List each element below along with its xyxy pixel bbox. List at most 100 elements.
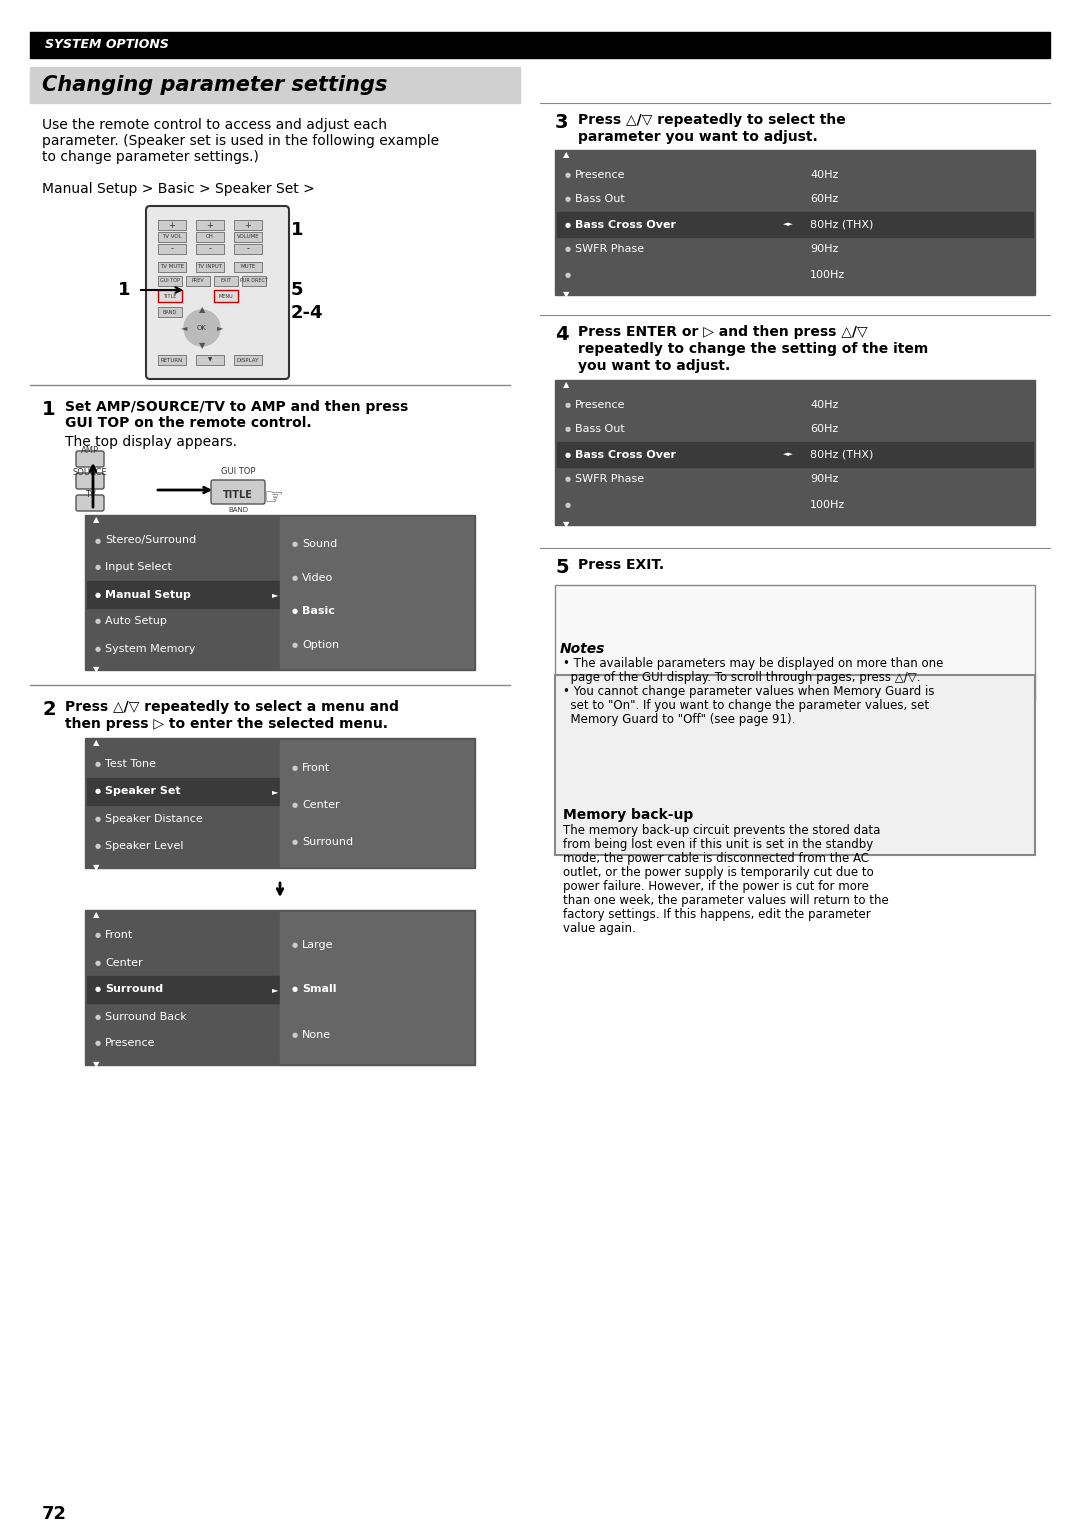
Text: Speaker Distance: Speaker Distance bbox=[105, 813, 203, 824]
Bar bbox=[280, 517, 473, 668]
Text: MENU: MENU bbox=[218, 293, 233, 299]
Text: parameter. (Speaker set is used in the following example: parameter. (Speaker set is used in the f… bbox=[42, 134, 440, 148]
Text: +: + bbox=[244, 220, 252, 229]
Text: SOURCE: SOURCE bbox=[72, 468, 107, 478]
Text: GUI TOP: GUI TOP bbox=[160, 279, 180, 284]
Text: ◄: ◄ bbox=[180, 324, 187, 333]
Text: ●: ● bbox=[95, 645, 102, 652]
Text: TITLE: TITLE bbox=[163, 293, 177, 299]
Text: Notes: Notes bbox=[561, 642, 606, 656]
Text: Front: Front bbox=[302, 763, 330, 774]
Text: ●: ● bbox=[565, 171, 571, 177]
Text: 1: 1 bbox=[42, 400, 56, 420]
Text: value again.: value again. bbox=[563, 922, 636, 935]
Text: ●: ● bbox=[95, 761, 102, 766]
Text: -: - bbox=[246, 244, 249, 253]
Text: BAND: BAND bbox=[163, 310, 177, 314]
Bar bbox=[195, 262, 224, 272]
Text: Bass Out: Bass Out bbox=[575, 194, 624, 204]
Text: Press ENTER or ▷ and then press △/▽: Press ENTER or ▷ and then press △/▽ bbox=[578, 325, 867, 339]
Text: 1: 1 bbox=[291, 221, 303, 240]
Text: -: - bbox=[208, 244, 212, 253]
Text: ●: ● bbox=[565, 197, 571, 203]
Text: ▼: ▼ bbox=[199, 342, 205, 351]
Bar bbox=[158, 307, 183, 317]
Bar bbox=[234, 244, 262, 253]
Text: 40Hz: 40Hz bbox=[810, 400, 838, 409]
Bar bbox=[87, 581, 473, 607]
Text: TV: TV bbox=[84, 490, 95, 499]
Text: The memory back-up circuit prevents the stored data: The memory back-up circuit prevents the … bbox=[563, 824, 880, 836]
Bar bbox=[158, 262, 186, 272]
Text: -: - bbox=[171, 244, 174, 253]
Text: ☞: ☞ bbox=[264, 488, 283, 508]
Text: None: None bbox=[302, 1030, 332, 1039]
Text: ●: ● bbox=[95, 565, 102, 571]
Bar bbox=[85, 514, 475, 670]
Text: Presence: Presence bbox=[575, 169, 625, 180]
Text: ●: ● bbox=[95, 592, 102, 598]
Text: 90Hz: 90Hz bbox=[810, 475, 838, 484]
Text: outlet, or the power supply is temporarily cut due to: outlet, or the power supply is temporari… bbox=[563, 865, 874, 879]
Text: If you want to continue adjusting parameter settings, press: If you want to continue adjusting parame… bbox=[572, 592, 924, 604]
Text: DISPLAY: DISPLAY bbox=[237, 357, 259, 363]
Bar bbox=[195, 232, 224, 243]
Text: you want to adjust.: you want to adjust. bbox=[578, 359, 730, 372]
Text: Bass Cross Over: Bass Cross Over bbox=[575, 450, 676, 459]
Bar bbox=[234, 232, 262, 243]
Text: 100Hz: 100Hz bbox=[810, 499, 846, 510]
Text: ●: ● bbox=[95, 618, 102, 624]
Text: ●: ● bbox=[292, 575, 298, 580]
Text: set to "On". If you want to change the parameter values, set: set to "On". If you want to change the p… bbox=[563, 699, 929, 713]
Text: 5: 5 bbox=[555, 559, 569, 577]
Text: Input Select: Input Select bbox=[105, 563, 172, 572]
Text: MUTE: MUTE bbox=[241, 264, 256, 270]
Text: EXIT: EXIT bbox=[220, 279, 231, 284]
Text: Presence: Presence bbox=[105, 1039, 156, 1048]
Bar bbox=[234, 220, 262, 230]
Text: ►: ► bbox=[217, 324, 224, 333]
Text: • You cannot change parameter values when Memory Guard is: • You cannot change parameter values whe… bbox=[563, 685, 934, 697]
Text: ●: ● bbox=[565, 452, 571, 458]
Text: than one week, the parameter values will return to the: than one week, the parameter values will… bbox=[563, 894, 889, 906]
Text: Surround: Surround bbox=[302, 836, 353, 847]
Bar bbox=[186, 276, 210, 285]
Bar bbox=[158, 276, 183, 285]
Bar bbox=[214, 276, 238, 285]
Text: ●: ● bbox=[565, 401, 571, 407]
Bar bbox=[214, 290, 238, 302]
Text: ●: ● bbox=[565, 272, 571, 278]
Text: ●: ● bbox=[95, 986, 102, 992]
Text: ◄►: ◄► bbox=[783, 221, 794, 227]
Text: 4: 4 bbox=[555, 325, 569, 343]
Text: ▲: ▲ bbox=[93, 739, 99, 748]
Text: The top display appears.: The top display appears. bbox=[65, 435, 237, 449]
Text: ▼: ▼ bbox=[93, 665, 99, 674]
Text: ●: ● bbox=[565, 426, 571, 432]
Text: VOLUME: VOLUME bbox=[237, 235, 259, 240]
Text: Press △/▽ repeatedly to select a menu and: Press △/▽ repeatedly to select a menu an… bbox=[65, 700, 399, 714]
Text: then press ▷ to enter the selected menu.: then press ▷ to enter the selected menu. bbox=[65, 717, 388, 731]
Text: Surround Back: Surround Back bbox=[105, 1012, 187, 1021]
Text: Surround: Surround bbox=[105, 984, 163, 995]
Text: ▼: ▼ bbox=[93, 864, 99, 873]
Text: ►: ► bbox=[272, 591, 279, 600]
Text: Press △/▽ repeatedly to select the: Press △/▽ repeatedly to select the bbox=[578, 113, 846, 127]
Text: Basic: Basic bbox=[302, 606, 335, 617]
Bar bbox=[30, 32, 1050, 58]
Text: 2-4: 2-4 bbox=[291, 304, 324, 322]
Bar bbox=[85, 909, 475, 1065]
FancyBboxPatch shape bbox=[146, 206, 289, 378]
Text: Small: Small bbox=[302, 984, 337, 995]
Text: Memory Guard to "Off" (see page 91).: Memory Guard to "Off" (see page 91). bbox=[563, 713, 795, 726]
Text: ►: ► bbox=[272, 984, 279, 993]
Bar bbox=[555, 380, 1035, 525]
FancyBboxPatch shape bbox=[76, 452, 104, 467]
Bar bbox=[195, 244, 224, 253]
Text: BAND: BAND bbox=[228, 507, 248, 513]
Text: from being lost even if this unit is set in the standby: from being lost even if this unit is set… bbox=[563, 838, 874, 852]
Text: Speaker Level: Speaker Level bbox=[105, 841, 184, 852]
Bar bbox=[30, 67, 519, 102]
Bar bbox=[557, 443, 1032, 467]
Text: RETURN: RETURN bbox=[161, 357, 184, 363]
